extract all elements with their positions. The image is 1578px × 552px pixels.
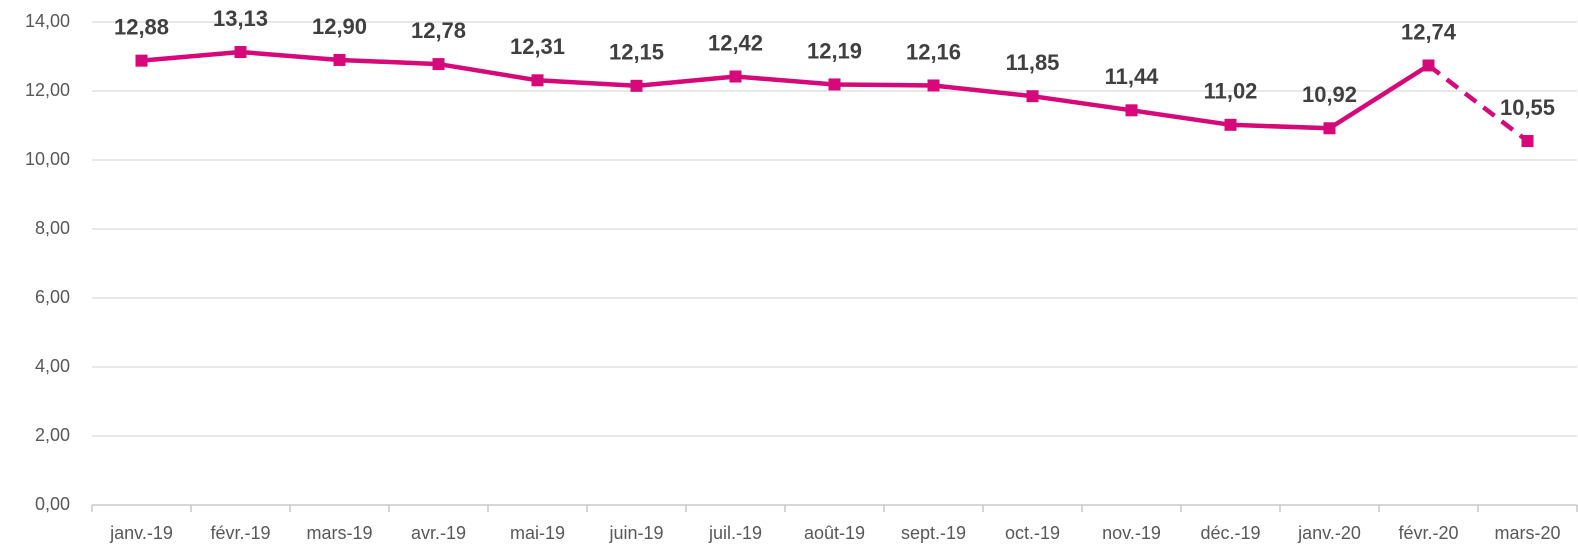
x-tick-label: févr.-20 [1398,523,1458,543]
x-tick-label: mars-19 [306,523,372,543]
y-tick-label: 8,00 [35,218,70,238]
value-label: 11,85 [1006,50,1060,75]
value-label: 11,02 [1204,79,1258,104]
value-label: 12,42 [708,30,763,55]
line-dashed [1427,63,1529,143]
value-label: 11,44 [1105,64,1160,89]
marker [927,79,940,92]
marker [729,70,742,83]
line [141,49,1430,131]
value-label: 12,78 [411,18,466,43]
x-tick-label: mai-19 [510,523,565,543]
x-tick-label: févr.-19 [210,523,270,543]
y-tick-label: 14,00 [25,11,70,31]
x-tick-label: avr.-19 [411,523,466,543]
value-label: 12,15 [609,40,664,65]
value-label: 13,13 [213,6,268,31]
marker [234,46,247,59]
x-tick-label: janv.-20 [1297,523,1361,543]
y-tick-label: 4,00 [35,356,70,376]
marker [1323,122,1336,135]
marker [333,53,346,66]
value-label: 10,55 [1500,95,1555,120]
value-label: 12,88 [114,14,169,39]
marker [531,74,544,87]
marker [432,58,445,71]
value-label: 12,31 [510,34,565,59]
marker [135,54,148,67]
marker [828,78,841,91]
y-tick-label: 10,00 [25,149,70,169]
y-tick-label: 2,00 [35,425,70,445]
x-tick-label: nov.-19 [1102,523,1161,543]
marker [1422,59,1435,72]
marker [1125,104,1138,117]
y-tick-label: 12,00 [25,80,70,100]
x-tick-label: mars-20 [1494,523,1560,543]
x-tick-label: oct.-19 [1005,523,1060,543]
y-tick-label: 0,00 [35,494,70,514]
x-tick-label: juin-19 [608,523,663,543]
value-label: 10,92 [1302,82,1357,107]
x-tick-label: déc.-19 [1200,523,1260,543]
marker [630,79,643,92]
value-label: 12,74 [1401,19,1457,44]
value-label: 12,19 [807,38,862,63]
marker [1026,90,1039,103]
x-tick-label: août-19 [804,523,865,543]
marker [1224,118,1237,131]
x-tick-label: sept.-19 [901,523,966,543]
y-tick-label: 6,00 [35,287,70,307]
value-label: 12,90 [312,14,367,39]
x-tick-label: janv.-19 [109,523,173,543]
x-tick-label: juil.-19 [708,523,762,543]
marker [1521,135,1534,148]
value-label: 12,16 [906,39,961,64]
